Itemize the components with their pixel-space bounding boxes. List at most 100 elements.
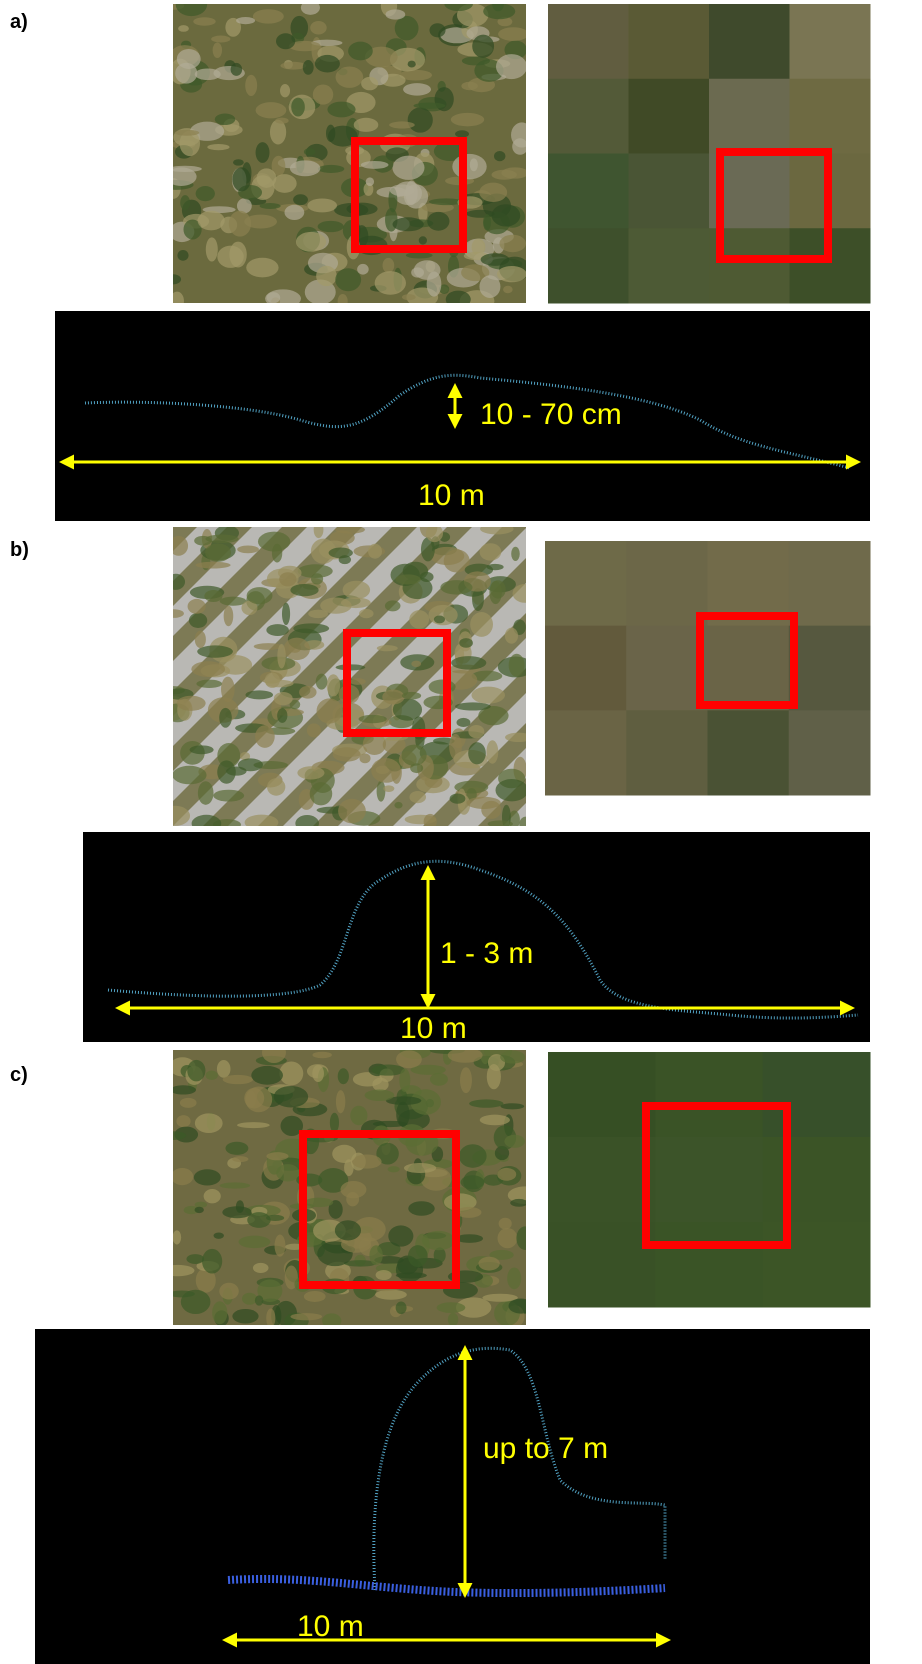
texture bbox=[500, 1051, 525, 1064]
texture bbox=[548, 1137, 656, 1223]
texture bbox=[290, 584, 318, 596]
texture bbox=[480, 1115, 510, 1126]
texture bbox=[313, 85, 333, 105]
texture bbox=[291, 1313, 323, 1320]
texture bbox=[365, 1090, 395, 1101]
pixelated-image bbox=[548, 1052, 871, 1308]
texture bbox=[708, 710, 790, 795]
texture bbox=[176, 1115, 190, 1127]
texture bbox=[472, 687, 505, 704]
texture bbox=[505, 628, 518, 644]
texture bbox=[392, 156, 424, 180]
texture bbox=[350, 678, 366, 685]
texture bbox=[304, 1291, 326, 1302]
texture bbox=[196, 562, 231, 569]
texture bbox=[709, 4, 790, 79]
texture bbox=[206, 1071, 218, 1081]
texture bbox=[266, 1152, 288, 1160]
texture bbox=[275, 1234, 286, 1256]
texture bbox=[204, 1189, 221, 1203]
texture bbox=[231, 63, 243, 76]
panel-label: c) bbox=[10, 1064, 28, 1086]
texture bbox=[504, 1135, 525, 1148]
texture bbox=[375, 1290, 407, 1300]
texture bbox=[409, 791, 426, 803]
texture bbox=[237, 546, 259, 554]
texture bbox=[427, 212, 449, 231]
height-label: 10 - 70 cm bbox=[480, 398, 622, 431]
texture bbox=[495, 779, 528, 801]
texture bbox=[277, 644, 285, 669]
texture bbox=[545, 710, 627, 795]
texture bbox=[312, 1065, 324, 1082]
texture bbox=[434, 615, 445, 623]
texture bbox=[395, 574, 420, 584]
texture bbox=[307, 198, 337, 212]
texture bbox=[165, 274, 181, 284]
aerial-image bbox=[159, 0, 533, 311]
texture bbox=[175, 63, 197, 84]
texture bbox=[255, 725, 275, 748]
texture bbox=[480, 523, 514, 534]
texture bbox=[509, 1299, 534, 1314]
texture bbox=[396, 1050, 422, 1068]
texture bbox=[247, 587, 273, 604]
texture bbox=[266, 624, 288, 636]
point-cloud-panel bbox=[35, 1329, 870, 1664]
texture bbox=[461, 1175, 485, 1189]
texture bbox=[402, 294, 416, 300]
texture bbox=[440, 580, 472, 594]
texture bbox=[246, 258, 278, 278]
texture bbox=[354, 118, 379, 132]
texture bbox=[282, 603, 290, 625]
texture bbox=[371, 758, 401, 783]
texture bbox=[371, 1065, 404, 1076]
texture bbox=[238, 1236, 270, 1249]
texture bbox=[548, 154, 629, 229]
texture bbox=[198, 781, 214, 805]
texture bbox=[229, 211, 251, 237]
texture bbox=[314, 521, 324, 538]
texture bbox=[410, 763, 423, 773]
texture bbox=[548, 4, 629, 79]
texture bbox=[469, 1099, 503, 1107]
texture bbox=[257, 168, 277, 188]
texture bbox=[195, 1113, 223, 1133]
texture bbox=[376, 1270, 392, 1280]
texture bbox=[236, 17, 255, 24]
texture bbox=[499, 1218, 512, 1230]
texture bbox=[232, 1156, 248, 1162]
texture bbox=[0, 527, 172, 826]
texture bbox=[516, 1226, 533, 1250]
texture bbox=[492, 204, 521, 226]
texture bbox=[177, 696, 206, 711]
texture bbox=[266, 1309, 275, 1328]
texture bbox=[655, 1137, 763, 1223]
panel-label: a) bbox=[10, 11, 28, 33]
texture bbox=[626, 710, 708, 795]
texture bbox=[188, 599, 206, 614]
texture bbox=[419, 236, 427, 244]
texture bbox=[190, 745, 214, 754]
texture bbox=[511, 547, 520, 561]
texture bbox=[206, 237, 218, 261]
texture bbox=[510, 1199, 528, 1207]
texture bbox=[488, 820, 513, 827]
texture bbox=[709, 79, 790, 154]
texture bbox=[193, 17, 215, 25]
texture bbox=[789, 710, 871, 795]
texture bbox=[304, 1198, 333, 1208]
texture bbox=[195, 631, 206, 649]
texture bbox=[466, 210, 495, 218]
texture bbox=[448, 1048, 483, 1063]
texture bbox=[388, 1166, 400, 1172]
texture bbox=[247, 1212, 270, 1228]
texture bbox=[409, 610, 429, 629]
texture bbox=[382, 690, 404, 705]
texture bbox=[202, 1249, 222, 1274]
texture bbox=[307, 723, 321, 737]
texture bbox=[220, 1182, 251, 1188]
texture bbox=[279, 1061, 303, 1085]
texture bbox=[390, 184, 415, 196]
texture bbox=[189, 613, 207, 628]
